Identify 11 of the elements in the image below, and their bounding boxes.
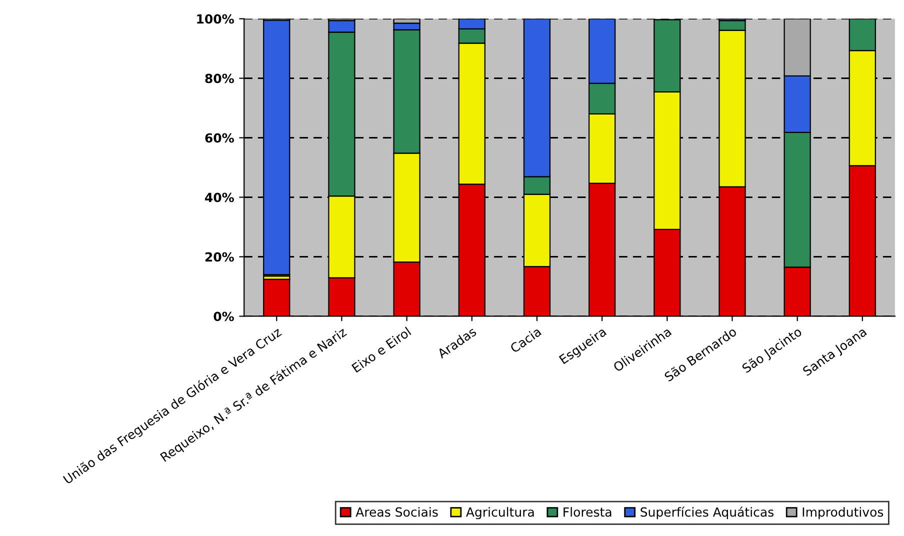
y-tick-label: 100% xyxy=(197,14,234,24)
y-tick-label: 0% xyxy=(214,312,234,322)
legend-label: Superfícies Aquáticas xyxy=(640,506,774,520)
y-tick-label: 80% xyxy=(205,74,234,84)
legend-label: Areas Sociais xyxy=(356,507,438,517)
legend-label: Agricultura xyxy=(466,507,534,520)
y-tick-label: 20% xyxy=(205,252,234,262)
y-tick-label: 60% xyxy=(205,133,234,143)
y-tick-label: 40% xyxy=(205,192,234,202)
legend-label: Improdutivos xyxy=(802,507,884,520)
legend-label: Floresta xyxy=(564,507,612,517)
